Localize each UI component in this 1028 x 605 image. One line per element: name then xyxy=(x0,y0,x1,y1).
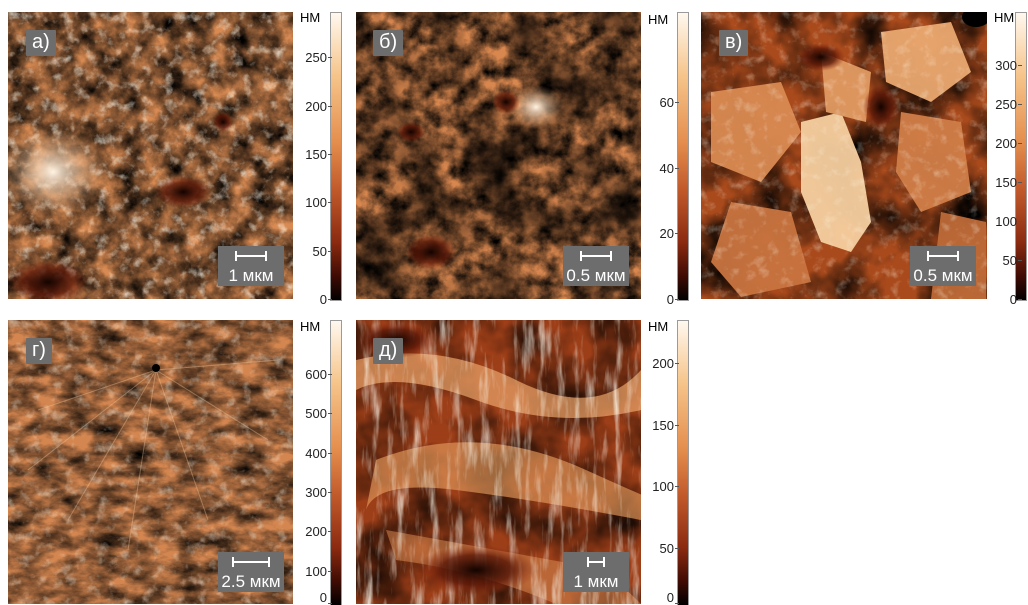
colorbar-tick-label: 200 xyxy=(995,136,1017,152)
colorbar-tick-label: 0 xyxy=(319,590,327,605)
colorbar-tick-label: 50 xyxy=(312,243,327,259)
scale-bar-a: 1 мкм xyxy=(218,246,284,286)
unit-label-d: НМ xyxy=(648,319,669,334)
unit-label-b: НМ xyxy=(648,12,669,27)
colorbar-tick-mark xyxy=(328,413,332,415)
colorbar-tick-mark xyxy=(328,570,332,572)
colorbar-tick-mark xyxy=(1018,104,1022,106)
panel-label-a: а) xyxy=(26,30,56,56)
colorbar-tick-mark xyxy=(1018,143,1022,145)
colorbar-d xyxy=(677,320,689,605)
colorbar-tick-label: 0 xyxy=(1009,292,1017,307)
colorbar-tick-label: 100 xyxy=(305,195,327,211)
colorbar-tick-label: 250 xyxy=(305,50,327,66)
colorbar-tick-mark xyxy=(328,491,332,493)
colorbar-tick-label: 200 xyxy=(305,98,327,114)
colorbar-tick-label: 0 xyxy=(666,292,674,307)
colorbar-tick-label: 60 xyxy=(659,95,674,111)
colorbar-a xyxy=(330,12,342,301)
unit-label-v: НМ xyxy=(994,10,1015,25)
scale-bar-text-g: 2.5 мкм xyxy=(221,572,281,591)
colorbar-tick-label: 150 xyxy=(652,417,674,433)
unit-label-g: НМ xyxy=(300,319,321,334)
afm-image-a xyxy=(8,12,293,299)
colorbar-tick-label: 150 xyxy=(305,147,327,163)
colorbar-tick-mark xyxy=(675,362,679,364)
colorbar-tick-mark xyxy=(1018,65,1022,67)
scale-bar-v: 0.5 мкм xyxy=(910,246,976,286)
colorbar-tick-label: 500 xyxy=(305,406,327,422)
colorbar-tick-mark xyxy=(675,167,679,169)
colorbar-b xyxy=(677,12,689,301)
colorbar-tick-label: 0 xyxy=(319,292,327,307)
scale-bar-b: 0.5 мкм xyxy=(563,246,629,286)
panel-label-d: д) xyxy=(373,338,404,364)
colorbar-tick-mark xyxy=(1018,221,1022,223)
colorbar-tick-mark xyxy=(675,299,679,300)
colorbar-tick-label: 20 xyxy=(659,226,674,242)
colorbar-tick-mark xyxy=(328,452,332,454)
colorbar-tick-label: 40 xyxy=(659,160,674,176)
colorbar-tick-mark xyxy=(328,57,332,59)
colorbar-tick-label: 0 xyxy=(666,590,674,605)
colorbar-tick-label: 300 xyxy=(305,484,327,500)
colorbar-tick-label: 150 xyxy=(995,175,1017,191)
colorbar-tick-label: 300 xyxy=(995,58,1017,74)
colorbar-tick-mark xyxy=(328,105,332,107)
colorbar-tick-mark xyxy=(328,531,332,533)
colorbar-tick-mark xyxy=(328,250,332,252)
colorbar-tick-mark xyxy=(328,299,332,300)
colorbar-tick-label: 100 xyxy=(652,479,674,495)
panel-label-v: в) xyxy=(719,30,749,56)
colorbar-tick-label: 50 xyxy=(659,541,674,557)
colorbar-tick-mark xyxy=(675,548,679,550)
colorbar-tick-mark xyxy=(675,486,679,488)
scale-bar-text-a: 1 мкм xyxy=(228,266,274,285)
colorbar-tick-label: 200 xyxy=(652,355,674,371)
colorbar-tick-mark xyxy=(328,202,332,204)
colorbar-g xyxy=(330,320,342,605)
panel-label-g: г) xyxy=(26,338,52,364)
colorbar-tick-mark xyxy=(1018,299,1022,300)
colorbar-tick-mark xyxy=(328,154,332,156)
colorbar-tick-label: 600 xyxy=(305,367,327,383)
colorbar-tick-label: 50 xyxy=(1002,252,1017,268)
colorbar-tick-mark xyxy=(675,233,679,235)
colorbar-tick-label: 250 xyxy=(995,97,1017,113)
colorbar-tick-label: 200 xyxy=(305,524,327,540)
scale-bar-text-v: 0.5 мкм xyxy=(913,266,973,285)
scale-bar-text-b: 0.5 мкм xyxy=(566,266,626,285)
scale-bar-text-d: 1 мкм xyxy=(573,572,619,591)
colorbar-tick-mark xyxy=(1018,182,1022,184)
unit-label-a: НМ xyxy=(300,10,321,25)
scale-bar-d: 1 мкм xyxy=(563,552,629,592)
colorbar-v xyxy=(1015,12,1027,301)
colorbar-tick-label: 100 xyxy=(995,214,1017,230)
colorbar-tick-mark xyxy=(675,102,679,104)
colorbar-tick-label: 400 xyxy=(305,445,327,461)
panel-label-b: б) xyxy=(373,30,404,56)
colorbar-tick-mark xyxy=(328,374,332,376)
scale-bar-g: 2.5 мкм xyxy=(218,552,284,592)
colorbar-tick-label: 100 xyxy=(305,563,327,579)
colorbar-tick-mark xyxy=(1018,259,1022,261)
colorbar-tick-mark xyxy=(675,424,679,426)
